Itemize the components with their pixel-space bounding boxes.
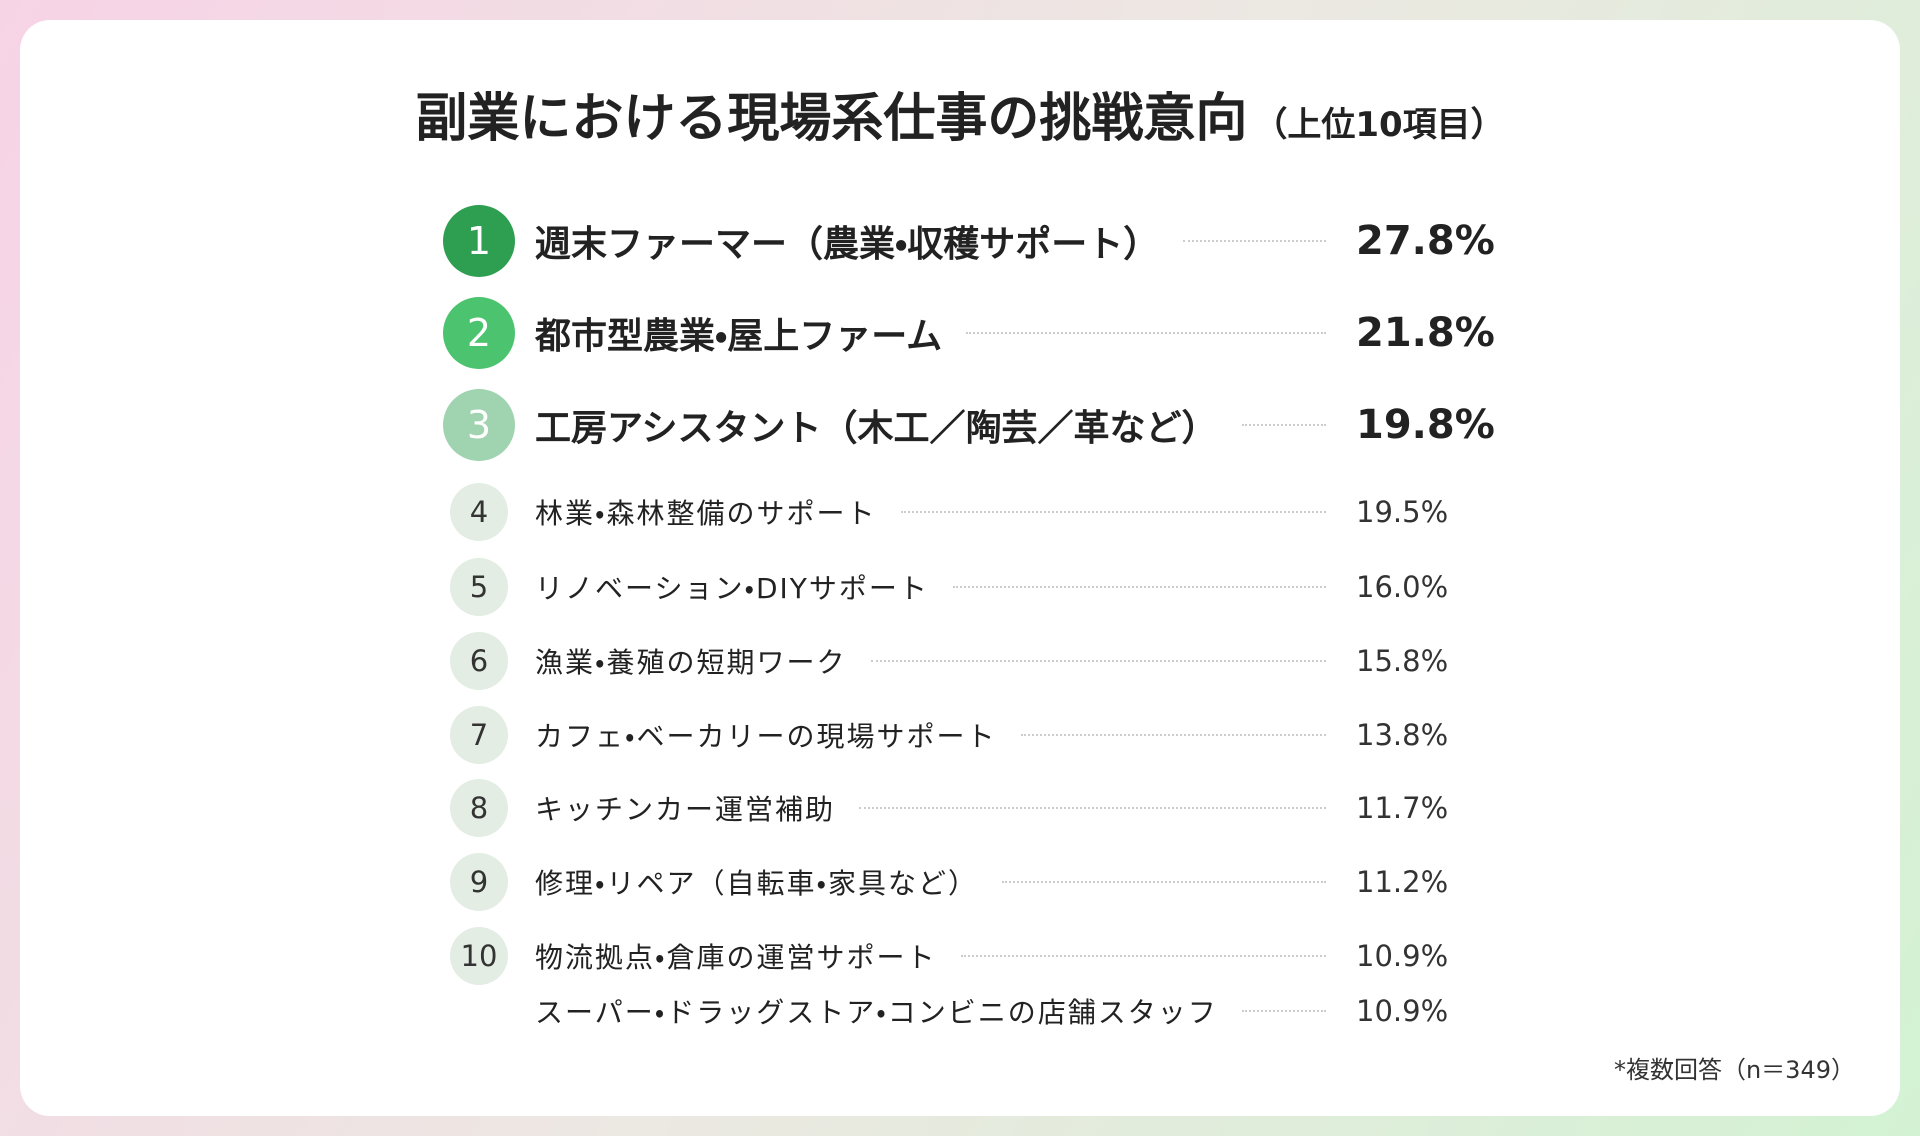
item-value: 10.9%: [1356, 939, 1449, 973]
ranking-row: 4 林業・森林整備のサポート 19.5%: [443, 483, 1480, 541]
dotted-leader: [900, 511, 1326, 513]
rank-badge-slot: 5: [443, 558, 515, 616]
item-label: リノベーション・DIYサポート: [535, 572, 929, 605]
item-value: 11.7%: [1356, 791, 1449, 825]
item-value: 19.8%: [1356, 402, 1495, 448]
ranking-row: 6 漁業・養殖の短期ワーク 15.8%: [443, 632, 1480, 690]
dotted-leader: [870, 660, 1326, 662]
dotted-leader: [1020, 734, 1326, 736]
title-block: 副業における現場系仕事の挑戦意向 （上位10項目）: [0, 76, 1920, 151]
title: 副業における現場系仕事の挑戦意向: [415, 89, 1248, 149]
ranking-row: 2 都市型農業・屋上ファーム 21.8%: [443, 297, 1495, 369]
rank-badge-slot: 8: [443, 779, 515, 837]
ranking-row: 10 物流拠点・倉庫の運営サポート 10.9%: [443, 927, 1480, 985]
item-label: 漁業・養殖の短期ワーク: [535, 646, 847, 679]
item-label: カフェ・ベーカリーの現場サポート: [535, 720, 997, 753]
rank-badge: 4: [450, 483, 508, 541]
item-label: 物流拠点・倉庫の運営サポート: [535, 941, 937, 974]
ranking-row: 3 工房アシスタント（木工／陶芸／革など） 19.8%: [443, 389, 1495, 461]
item-value: 15.8%: [1356, 644, 1449, 678]
rank-badge: 7: [450, 706, 508, 764]
item-value: 21.8%: [1356, 310, 1495, 356]
dotted-leader: [1241, 424, 1326, 426]
item-label: 都市型農業・屋上ファーム: [535, 316, 943, 357]
item-label: 林業・森林整備のサポート: [535, 497, 877, 530]
rank-badge-slot: 2: [443, 297, 515, 369]
item-value: 27.8%: [1356, 218, 1495, 264]
rank-badge-slot: 6: [443, 632, 515, 690]
rank-badge: 2: [443, 297, 515, 369]
item-value: 19.5%: [1356, 495, 1449, 529]
dotted-leader: [859, 807, 1326, 809]
dotted-leader: [1241, 1010, 1326, 1012]
rank-badge-slot: 1: [443, 205, 515, 277]
item-label: 修理・リペア（自転車・家具など）: [535, 867, 979, 900]
item-label: 週末ファーマー（農業・収穫サポート）: [535, 224, 1160, 265]
rank-badge-slot: 3: [443, 389, 515, 461]
rank-badge-slot: 7: [443, 706, 515, 764]
item-value: 11.2%: [1356, 865, 1449, 899]
item-label: スーパー・ドラッグストア・コンビニの店舗スタッフ: [535, 996, 1218, 1029]
rank-badge-slot: 10: [443, 927, 515, 985]
item-label: キッチンカー運営補助: [535, 793, 836, 826]
dotted-leader: [1002, 881, 1326, 883]
ranking-row: 5 リノベーション・DIYサポート 16.0%: [443, 558, 1480, 616]
item-value: 16.0%: [1356, 570, 1449, 604]
ranking-row: 1 週末ファーマー（農業・収穫サポート） 27.8%: [443, 205, 1495, 277]
rank-badge-slot: 9: [443, 853, 515, 911]
rank-badge: 1: [443, 205, 515, 277]
item-value: 13.8%: [1356, 718, 1449, 752]
rank-badge: 6: [450, 632, 508, 690]
dotted-leader: [952, 586, 1326, 588]
subtitle: （上位10項目）: [1253, 105, 1505, 145]
card: [20, 20, 1900, 1116]
item-label: 工房アシスタント（木工／陶芸／革など）: [535, 408, 1218, 449]
dotted-leader: [960, 955, 1326, 957]
footnote: *複数回答（n＝349）: [1613, 1056, 1855, 1084]
ranking-row: スーパー・ドラッグストア・コンビニの店舗スタッフ 10.9%: [443, 991, 1480, 1031]
rank-badge-slot: 4: [443, 483, 515, 541]
rank-badge: 9: [450, 853, 508, 911]
ranking-row: 9 修理・リペア（自転車・家具など） 11.2%: [443, 853, 1480, 911]
rank-badge: 3: [443, 389, 515, 461]
ranking-row: 8 キッチンカー運営補助 11.7%: [443, 779, 1480, 837]
item-value: 10.9%: [1356, 994, 1449, 1028]
dotted-leader: [1183, 240, 1326, 242]
rank-badge: 5: [450, 558, 508, 616]
rank-badge: 10: [450, 927, 508, 985]
dotted-leader: [966, 332, 1326, 334]
rank-badge: 8: [450, 779, 508, 837]
ranking-row: 7 カフェ・ベーカリーの現場サポート 13.8%: [443, 706, 1480, 764]
